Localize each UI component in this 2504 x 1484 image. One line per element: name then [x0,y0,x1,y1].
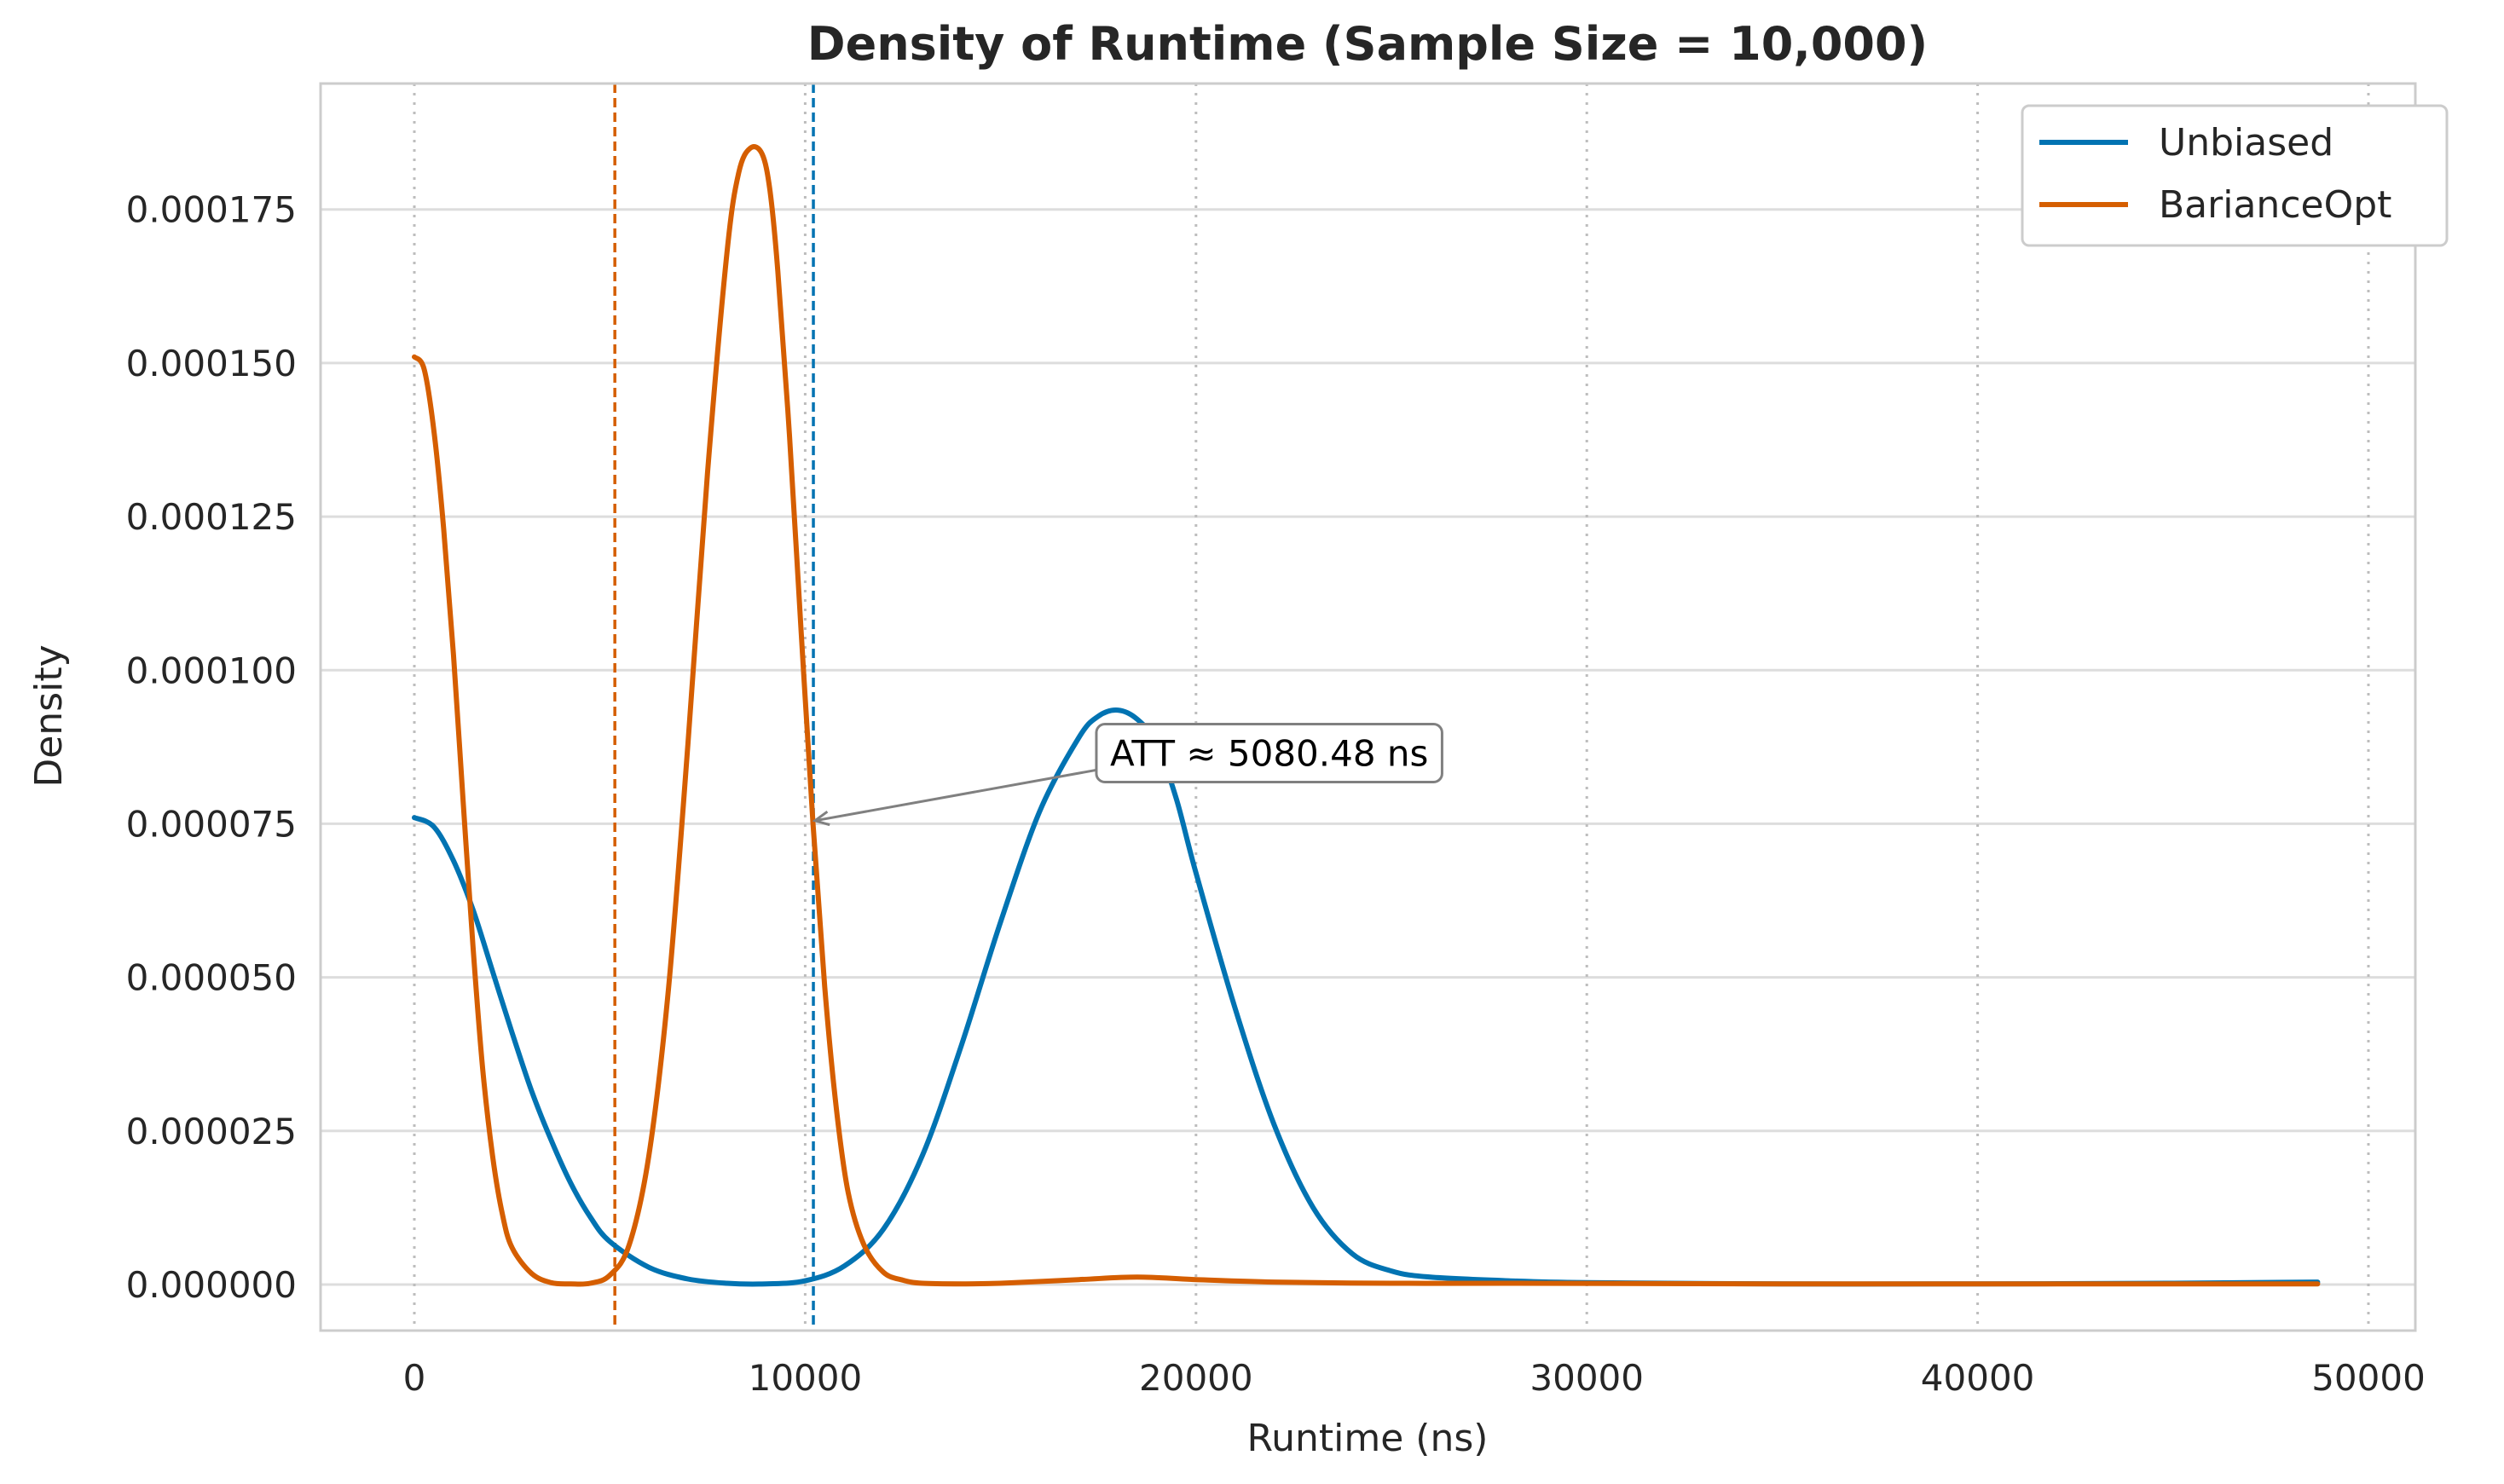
legend-box [2021,104,2449,247]
y-tick-label: 0.000125 [126,496,297,538]
y-tick-label: 0.000050 [126,957,297,999]
x-tick-label: 30000 [1530,1357,1644,1399]
legend-label-barianceopt: BarianceOpt [2159,183,2391,227]
annotation-box [1095,723,1443,784]
series-layer [412,144,2321,1287]
x-tick-label: 20000 [1139,1357,1253,1399]
x-tick-label: 10000 [749,1357,863,1399]
y-tick-label: 0.000150 [126,343,297,384]
y-axis-title: Density [27,644,71,787]
y-tick-label: 0.000025 [126,1111,297,1152]
annotation-arrow [814,767,1106,823]
att-annotation: ATT ≈ 5080.48 ns [812,723,1443,827]
annotation-label: ATT ≈ 5080.48 ns [1110,733,1428,775]
x-tick-label: 50000 [2311,1357,2426,1399]
y-tick-label: 0.000100 [126,650,297,691]
annotation-arrowhead [812,810,830,827]
y-tick-label: 0.000000 [126,1264,297,1306]
x-tick-label: 40000 [1921,1357,2035,1399]
x-axis-title: Runtime (ns) [1247,1417,1489,1460]
tick-labels: 0.000000 0.000025 0.000050 0.000075 0.000100… [126,189,2426,1399]
x-tick-label: 0 [403,1357,426,1399]
reference-lines [613,84,815,1331]
legend: Unbiased BarianceOpt [2021,104,2449,247]
chart-title: Density of Runtime (Sample Size = 10,000… [807,17,1928,71]
plot-frame [319,82,2417,1332]
series-line-barianceopt [412,144,2321,1287]
y-tick-label: 0.000175 [126,189,297,231]
legend-label-unbiased: Unbiased [2159,121,2333,165]
y-tick-label: 0.000075 [126,803,297,845]
